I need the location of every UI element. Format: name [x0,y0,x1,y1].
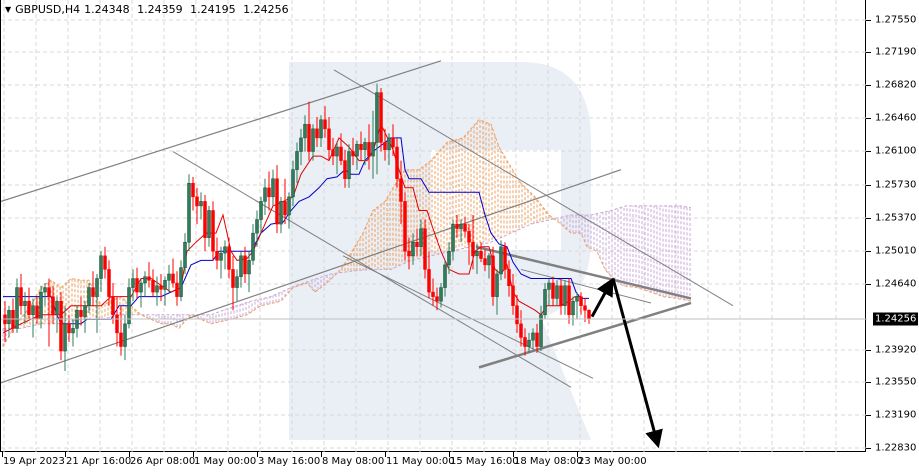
price-tick [866,284,871,285]
price-label: 1.26100 [875,145,917,157]
time-tick [129,452,130,457]
price-label: 1.23190 [875,409,917,421]
trendlines [1,60,734,388]
price-tick [866,218,871,219]
time-label: 15 May 16:00 [450,456,519,467]
price-tick [866,118,871,119]
forecast-arrows [590,277,663,449]
time-tick [65,452,66,457]
price-label: 1.25370 [875,212,917,224]
ichimoku-lines [2,122,589,334]
time-label: 21 Apr 16:00 [66,456,132,467]
current-price-badge: 1.24256 [873,312,919,326]
chart-area[interactable]: ▼ GBPUSD,H4 1.24348 1.24359 1.24195 1.24… [0,0,867,452]
symbol-label: GBPUSD,H4 [15,3,81,16]
price-tick [866,20,871,21]
price-label: 1.25010 [875,245,917,257]
time-label: 3 May 16:00 [258,456,321,467]
price-label: 1.23550 [875,376,917,388]
chart-title-bar: ▼ GBPUSD,H4 1.24348 1.24359 1.24195 1.24… [5,3,293,16]
time-label: 11 May 00:00 [386,456,455,467]
triangle-down-icon[interactable]: ▼ [5,5,12,14]
price-label: 1.27190 [875,46,917,58]
time-tick [193,452,194,457]
time-label: 23 May 00:00 [578,456,647,467]
time-axis[interactable]: 19 Apr 2023 21 Apr 16:00 26 Apr 08:00 1 May… [0,452,866,472]
high-value: 1.24359 [137,3,183,16]
candlesticks [3,83,591,372]
close-value: 1.24256 [243,3,289,16]
time-tick [2,452,3,457]
price-label: 1.27550 [875,14,917,26]
price-tick [866,52,871,53]
price-label: 1.24640 [875,278,917,290]
grid-lines [1,0,867,452]
price-plot[interactable] [1,0,867,452]
price-tick [866,85,871,86]
time-tick [321,452,322,457]
time-label: 8 May 08:00 [322,456,385,467]
price-tick [866,382,871,383]
time-label: 26 Apr 08:00 [130,456,196,467]
time-tick [385,452,386,457]
time-label: 18 May 08:00 [514,456,583,467]
price-label: 1.25730 [875,179,917,191]
time-tick [577,452,578,457]
price-tick [866,415,871,416]
price-tick [866,350,871,351]
price-tick [866,151,871,152]
time-label: 1 May 00:00 [194,456,257,467]
price-label: 1.26820 [875,79,917,91]
price-tick [866,448,871,449]
low-value: 1.24195 [190,3,236,16]
time-tick [513,452,514,457]
time-tick [257,452,258,457]
price-label: 1.22830 [875,442,917,454]
open-value: 1.24348 [84,3,130,16]
price-axis[interactable]: 1.27550 1.27190 1.26820 1.26460 1.26100 1.257… [866,0,919,472]
time-label: 19 Apr 2023 [3,456,65,467]
broker-logo-watermark [289,62,591,440]
price-tick [866,251,871,252]
price-tick [866,185,871,186]
time-tick [449,452,450,457]
price-label: 1.26460 [875,112,917,124]
price-label: 1.23920 [875,344,917,356]
